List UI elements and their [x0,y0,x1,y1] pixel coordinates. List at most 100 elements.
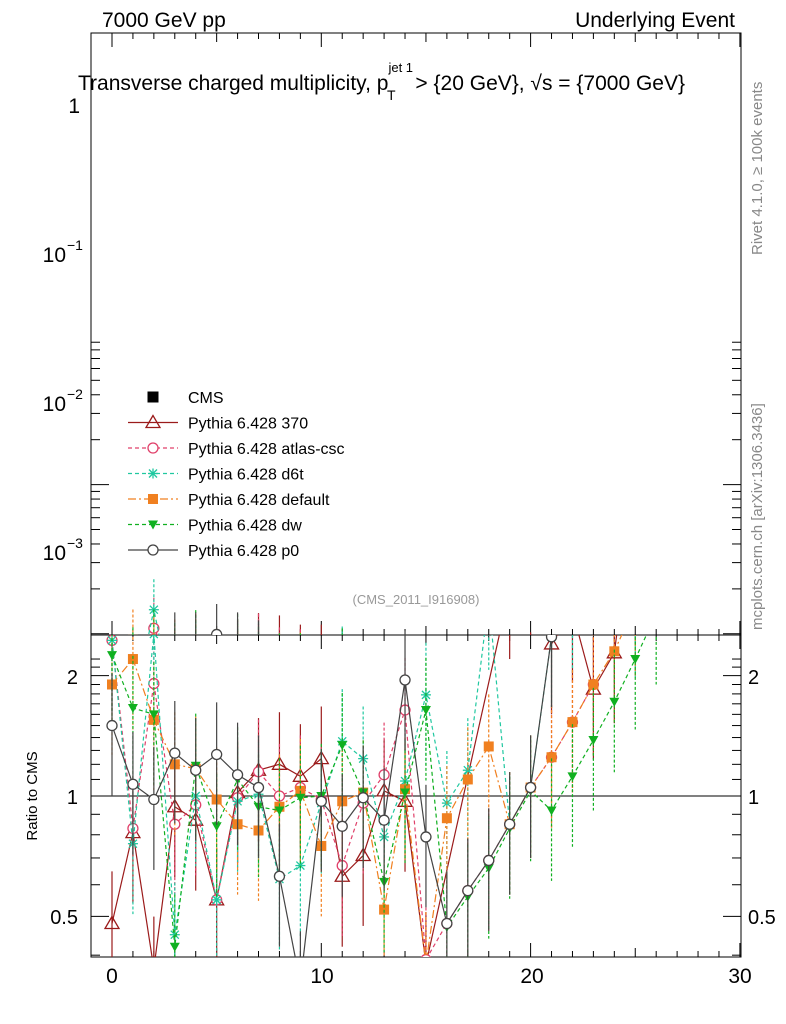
data-point [588,679,599,690]
data-point [169,942,180,952]
data-point [693,896,704,907]
data-point [567,772,578,782]
data-point [274,653,284,663]
data-point [630,655,641,665]
main-ytick-label: 10 [43,393,66,416]
legend-label: Pythia 6.428 dw [188,518,302,535]
data-point [147,544,159,556]
data-point [545,635,558,643]
data-point [232,645,243,656]
data-point [274,683,284,693]
data-point [609,697,620,707]
data-point [441,917,453,930]
plot-title: Transverse charged multiplicity, pjet 1 T… [78,60,685,103]
data-point [189,655,203,667]
data-point [504,818,516,830]
data-point [588,736,599,746]
data-point [233,640,243,649]
title-prefix: Transverse charged multiplicity, p [78,72,388,95]
data-point [358,683,368,693]
data-point [441,813,452,824]
data-point [170,649,180,658]
main-ytick-label: 10 [43,542,66,565]
data-point [147,962,161,974]
data-point [295,660,305,669]
data-point [714,409,724,419]
data-point [336,820,348,832]
data-point [293,648,307,660]
series-line [112,640,677,781]
data-point [337,675,347,685]
data-point [231,769,244,781]
main-series-group [112,579,724,907]
legend-label: Pythia 6.428 370 [188,416,308,433]
legend-label: Pythia 6.428 p0 [188,543,299,560]
data-point [379,691,390,702]
data-point [211,628,223,635]
data-point [295,657,306,668]
main-ytick-exponent: −1 [67,237,83,253]
ratio-ytick-label-right: 1 [748,787,759,809]
data-point [630,772,640,782]
data-point [714,462,724,471]
ratio-ytick-label-right: 2 [748,667,759,689]
legend-item: Pythia 6.428 default [128,492,330,509]
data-point [315,795,327,807]
data-point [148,793,160,806]
data-point [693,458,703,468]
data-point [358,679,368,689]
data-point [231,643,245,655]
legend-item: Pythia 6.428 370 [128,414,308,433]
data-point [609,772,619,782]
data-point [337,741,348,751]
data-point [609,826,620,837]
data-point [421,959,431,969]
data-point [316,666,326,676]
data-point [148,520,158,530]
header-left: 7000 GeV pp [102,9,226,32]
data-point [212,683,222,693]
main-ytick-label: 10 [43,244,66,267]
data-point [442,727,452,737]
data-point [651,860,662,871]
main-ytick-exponent: −3 [67,535,83,551]
data-point [295,683,305,693]
ratio-line [111,635,623,957]
data-point [483,854,495,867]
ratio-series-pythia-6-428-atlas-csc [106,635,600,957]
data-point [420,706,431,716]
data-point [651,793,661,802]
legend-item: CMS [147,390,224,407]
data-point [274,652,285,663]
data-point [358,680,368,689]
data-point [400,788,411,798]
data-point [693,512,703,521]
data-point [147,391,159,403]
data-point [651,772,661,782]
data-point [628,728,642,740]
title-suffix: > {20 GeV}, √s = {7000 GeV} [410,72,685,95]
series-line [151,626,159,635]
data-point [212,683,222,693]
data-point [170,664,180,674]
data-point [609,793,619,802]
data-point [103,915,121,930]
data-point [546,752,557,763]
data-point [714,793,724,802]
data-point [106,719,118,732]
data-point [233,647,243,657]
data-point [358,680,369,691]
data-point [147,442,159,454]
data-point [693,772,703,782]
data-point [357,792,369,804]
legend-label: Pythia 6.428 atlas-csc [188,441,345,458]
data-point [524,656,538,668]
data-point [651,555,661,565]
data-point [524,781,537,794]
data-point [191,651,201,661]
header-right: Underlying Event [575,9,735,32]
data-point [672,772,682,782]
data-point [190,764,202,776]
data-point [358,681,368,691]
xtick-label: 20 [520,965,543,988]
